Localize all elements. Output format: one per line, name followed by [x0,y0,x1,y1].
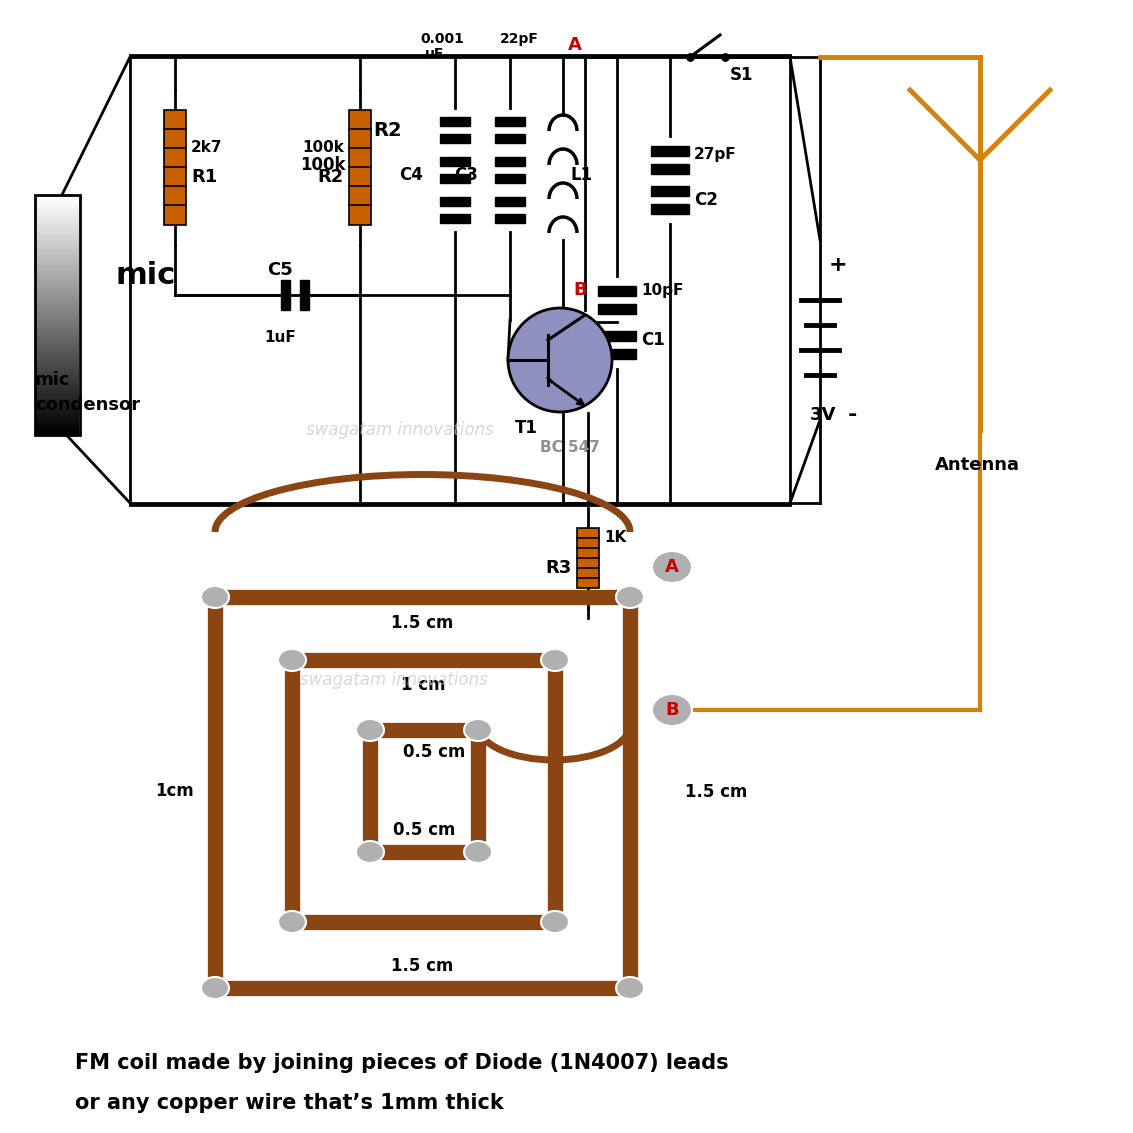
Ellipse shape [540,911,569,932]
Text: A: A [568,36,582,54]
Text: 27pF: 27pF [695,147,736,162]
Text: C1: C1 [641,331,665,349]
Text: 1.5 cm: 1.5 cm [391,614,453,632]
Bar [440,134,470,143]
Bar [495,134,525,143]
Ellipse shape [201,977,229,999]
Text: C2: C2 [695,191,718,208]
Text: S1: S1 [730,66,753,84]
Text: condensor: condensor [35,397,140,414]
Bar [281,280,290,310]
Bar [440,197,470,206]
Text: A: A [665,557,679,576]
Text: 22pF: 22pF [500,32,539,46]
Text: 1.5 cm: 1.5 cm [685,783,748,801]
Text: 10pF: 10pF [641,282,683,298]
Bar [651,146,689,156]
Ellipse shape [201,586,229,608]
Text: T1: T1 [516,419,538,437]
Text: 1cm: 1cm [155,782,194,800]
Text: R3: R3 [546,559,572,577]
Bar [440,214,470,223]
Text: 1uF: 1uF [264,330,296,344]
Text: uF: uF [425,46,444,61]
Bar [651,204,689,214]
Text: Antenna: Antenna [935,455,1020,474]
Bar [300,280,309,310]
Ellipse shape [278,911,306,932]
Bar [598,331,636,341]
Ellipse shape [465,719,492,741]
Text: -: - [847,404,858,425]
Bar [651,164,689,174]
Text: 0.5 cm: 0.5 cm [403,743,466,761]
Bar [164,110,186,225]
Text: C3: C3 [454,167,478,184]
Bar [651,186,689,196]
Bar [440,157,470,167]
Bar [598,349,636,359]
Text: 100k: 100k [303,139,344,154]
Text: C5: C5 [267,261,292,279]
Ellipse shape [616,977,644,999]
Ellipse shape [356,841,384,863]
Text: 100k: 100k [300,156,346,174]
Ellipse shape [616,586,644,608]
Ellipse shape [278,649,306,671]
Text: mic: mic [116,261,176,290]
Text: R2: R2 [373,120,401,139]
Text: swagatam innovations: swagatam innovations [306,421,494,438]
Text: B: B [665,701,679,719]
Bar [577,528,599,588]
Ellipse shape [540,649,569,671]
Bar [35,195,80,435]
Text: R1: R1 [191,168,218,186]
Text: B: B [573,281,587,299]
Ellipse shape [465,841,492,863]
Text: +: + [828,255,847,275]
Text: 0.001: 0.001 [420,32,463,46]
Ellipse shape [651,695,692,726]
Bar [598,304,636,314]
Bar [130,56,790,505]
Ellipse shape [356,719,384,741]
Text: swagatam innovations: swagatam innovations [300,671,487,689]
Bar [598,286,636,296]
Text: R2: R2 [317,168,344,186]
Text: or any copper wire that’s 1mm thick: or any copper wire that’s 1mm thick [75,1093,504,1113]
Bar [495,117,525,126]
Text: 1 cm: 1 cm [401,676,445,695]
Text: L1: L1 [571,167,593,184]
Text: 3V: 3V [810,406,836,424]
Text: FM coil made by joining pieces of Diode (1N4007) leads: FM coil made by joining pieces of Diode … [75,1053,729,1073]
Bar [495,174,525,184]
Text: 2k7: 2k7 [191,139,222,154]
Bar [495,197,525,206]
Circle shape [508,308,612,412]
Bar [349,110,370,225]
Bar [495,214,525,223]
Text: 0.5 cm: 0.5 cm [393,821,455,840]
Text: BC 547: BC 547 [540,441,599,455]
Bar [440,117,470,126]
Text: 1K: 1K [604,530,627,545]
Text: C4: C4 [399,167,423,184]
Text: mic: mic [35,370,70,389]
Bar [495,157,525,167]
Bar [440,174,470,184]
Text: 1.5 cm: 1.5 cm [391,957,453,976]
Ellipse shape [651,551,692,583]
